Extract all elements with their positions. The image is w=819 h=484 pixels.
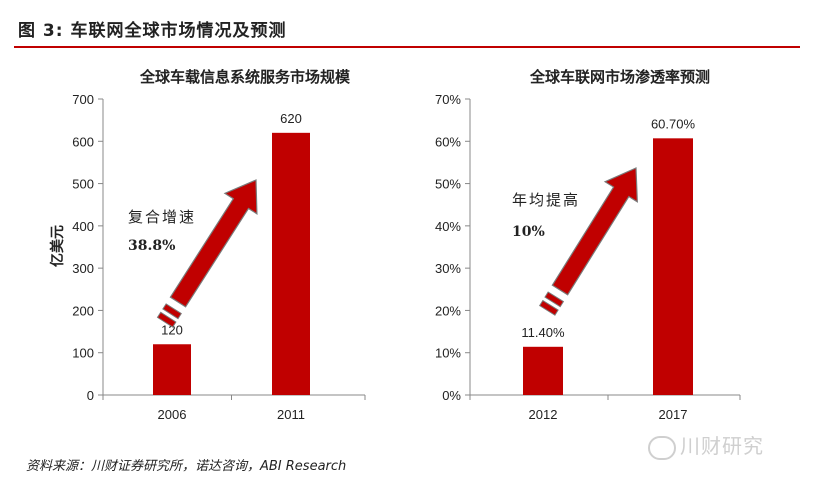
chart-2-data-label: 11.40%	[521, 325, 565, 340]
chart-2-annotation-value: 10%	[512, 224, 545, 240]
chart-2-y-tick-label: 10%	[435, 346, 461, 361]
chart-2-annotation-title: 年均提高	[512, 191, 580, 209]
chart-1-y-tick-label: 500	[72, 177, 94, 192]
figure-title: 图 3: 车联网全球市场情况及预测	[18, 21, 287, 41]
source-note: 资料来源：川财证券研究所，诺达咨询，ABI Research	[26, 459, 347, 474]
chart-1-data-label: 620	[280, 111, 302, 126]
watermark: 川财研究	[648, 430, 764, 460]
chart-2-title: 全球车联网市场渗透率预测	[529, 68, 710, 86]
chart-1-annotation-value: 38.8%	[128, 238, 175, 254]
chart-2-data-label: 60.70%	[651, 116, 696, 131]
header-divider	[14, 46, 800, 48]
chart-2-bar	[523, 346, 563, 395]
chart-2-y-tick-label: 40%	[435, 219, 461, 234]
chart-1-annotation-title: 复合增速	[128, 208, 196, 226]
chart-2-bar	[653, 138, 693, 395]
figure-header: 图 3: 车联网全球市场情况及预测	[14, 2, 804, 48]
watermark-text: 川财研究	[680, 434, 764, 458]
chart-2-y-tick-label: 0%	[442, 388, 461, 403]
chart-1-growth-arrow	[169, 179, 258, 308]
chart-1-y-label: 亿美元	[49, 225, 66, 267]
chart-2-x-tick-label: 2017	[659, 407, 688, 422]
chart-1-y-tick-label: 300	[72, 261, 94, 276]
chart-1-data-label: 120	[161, 322, 183, 337]
chart-2-y-tick-label: 50%	[435, 177, 461, 192]
chart-2-growth-arrow	[551, 167, 638, 296]
chart-2-y-tick-label: 30%	[435, 261, 461, 276]
chart-1-x-tick-label: 2006	[158, 407, 187, 422]
chart-1-arrow-tail-stripe	[162, 303, 182, 320]
chart-2-x-tick-label: 2012	[529, 407, 558, 422]
chart-2-y-tick-label: 60%	[435, 134, 461, 149]
wechat-icon	[648, 435, 676, 460]
chart-1-y-tick-label: 400	[72, 219, 94, 234]
chart-2-y-tick-label: 70%	[435, 92, 461, 107]
chart-1-y-tick-label: 100	[72, 346, 94, 361]
chart-1-x-tick-label: 2011	[277, 407, 305, 422]
chart-2-arrow-tail-stripe	[544, 291, 565, 308]
chart-1-bar	[153, 344, 191, 395]
chart-1-arrow-tail-stripe	[156, 311, 177, 328]
chart-1-y-tick-label: 200	[72, 303, 94, 318]
chart-1-bar	[272, 132, 310, 396]
chart-1-y-tick-label: 0	[87, 388, 94, 403]
chart-1-title: 全球车载信息系统服务市场规模	[139, 68, 351, 86]
chart-2-arrow-tail-stripe	[538, 299, 559, 316]
chart-1-y-tick-label: 600	[72, 134, 94, 149]
chart-2-y-tick-label: 20%	[435, 303, 461, 318]
chart-1-y-tick-label: 700	[72, 92, 94, 107]
